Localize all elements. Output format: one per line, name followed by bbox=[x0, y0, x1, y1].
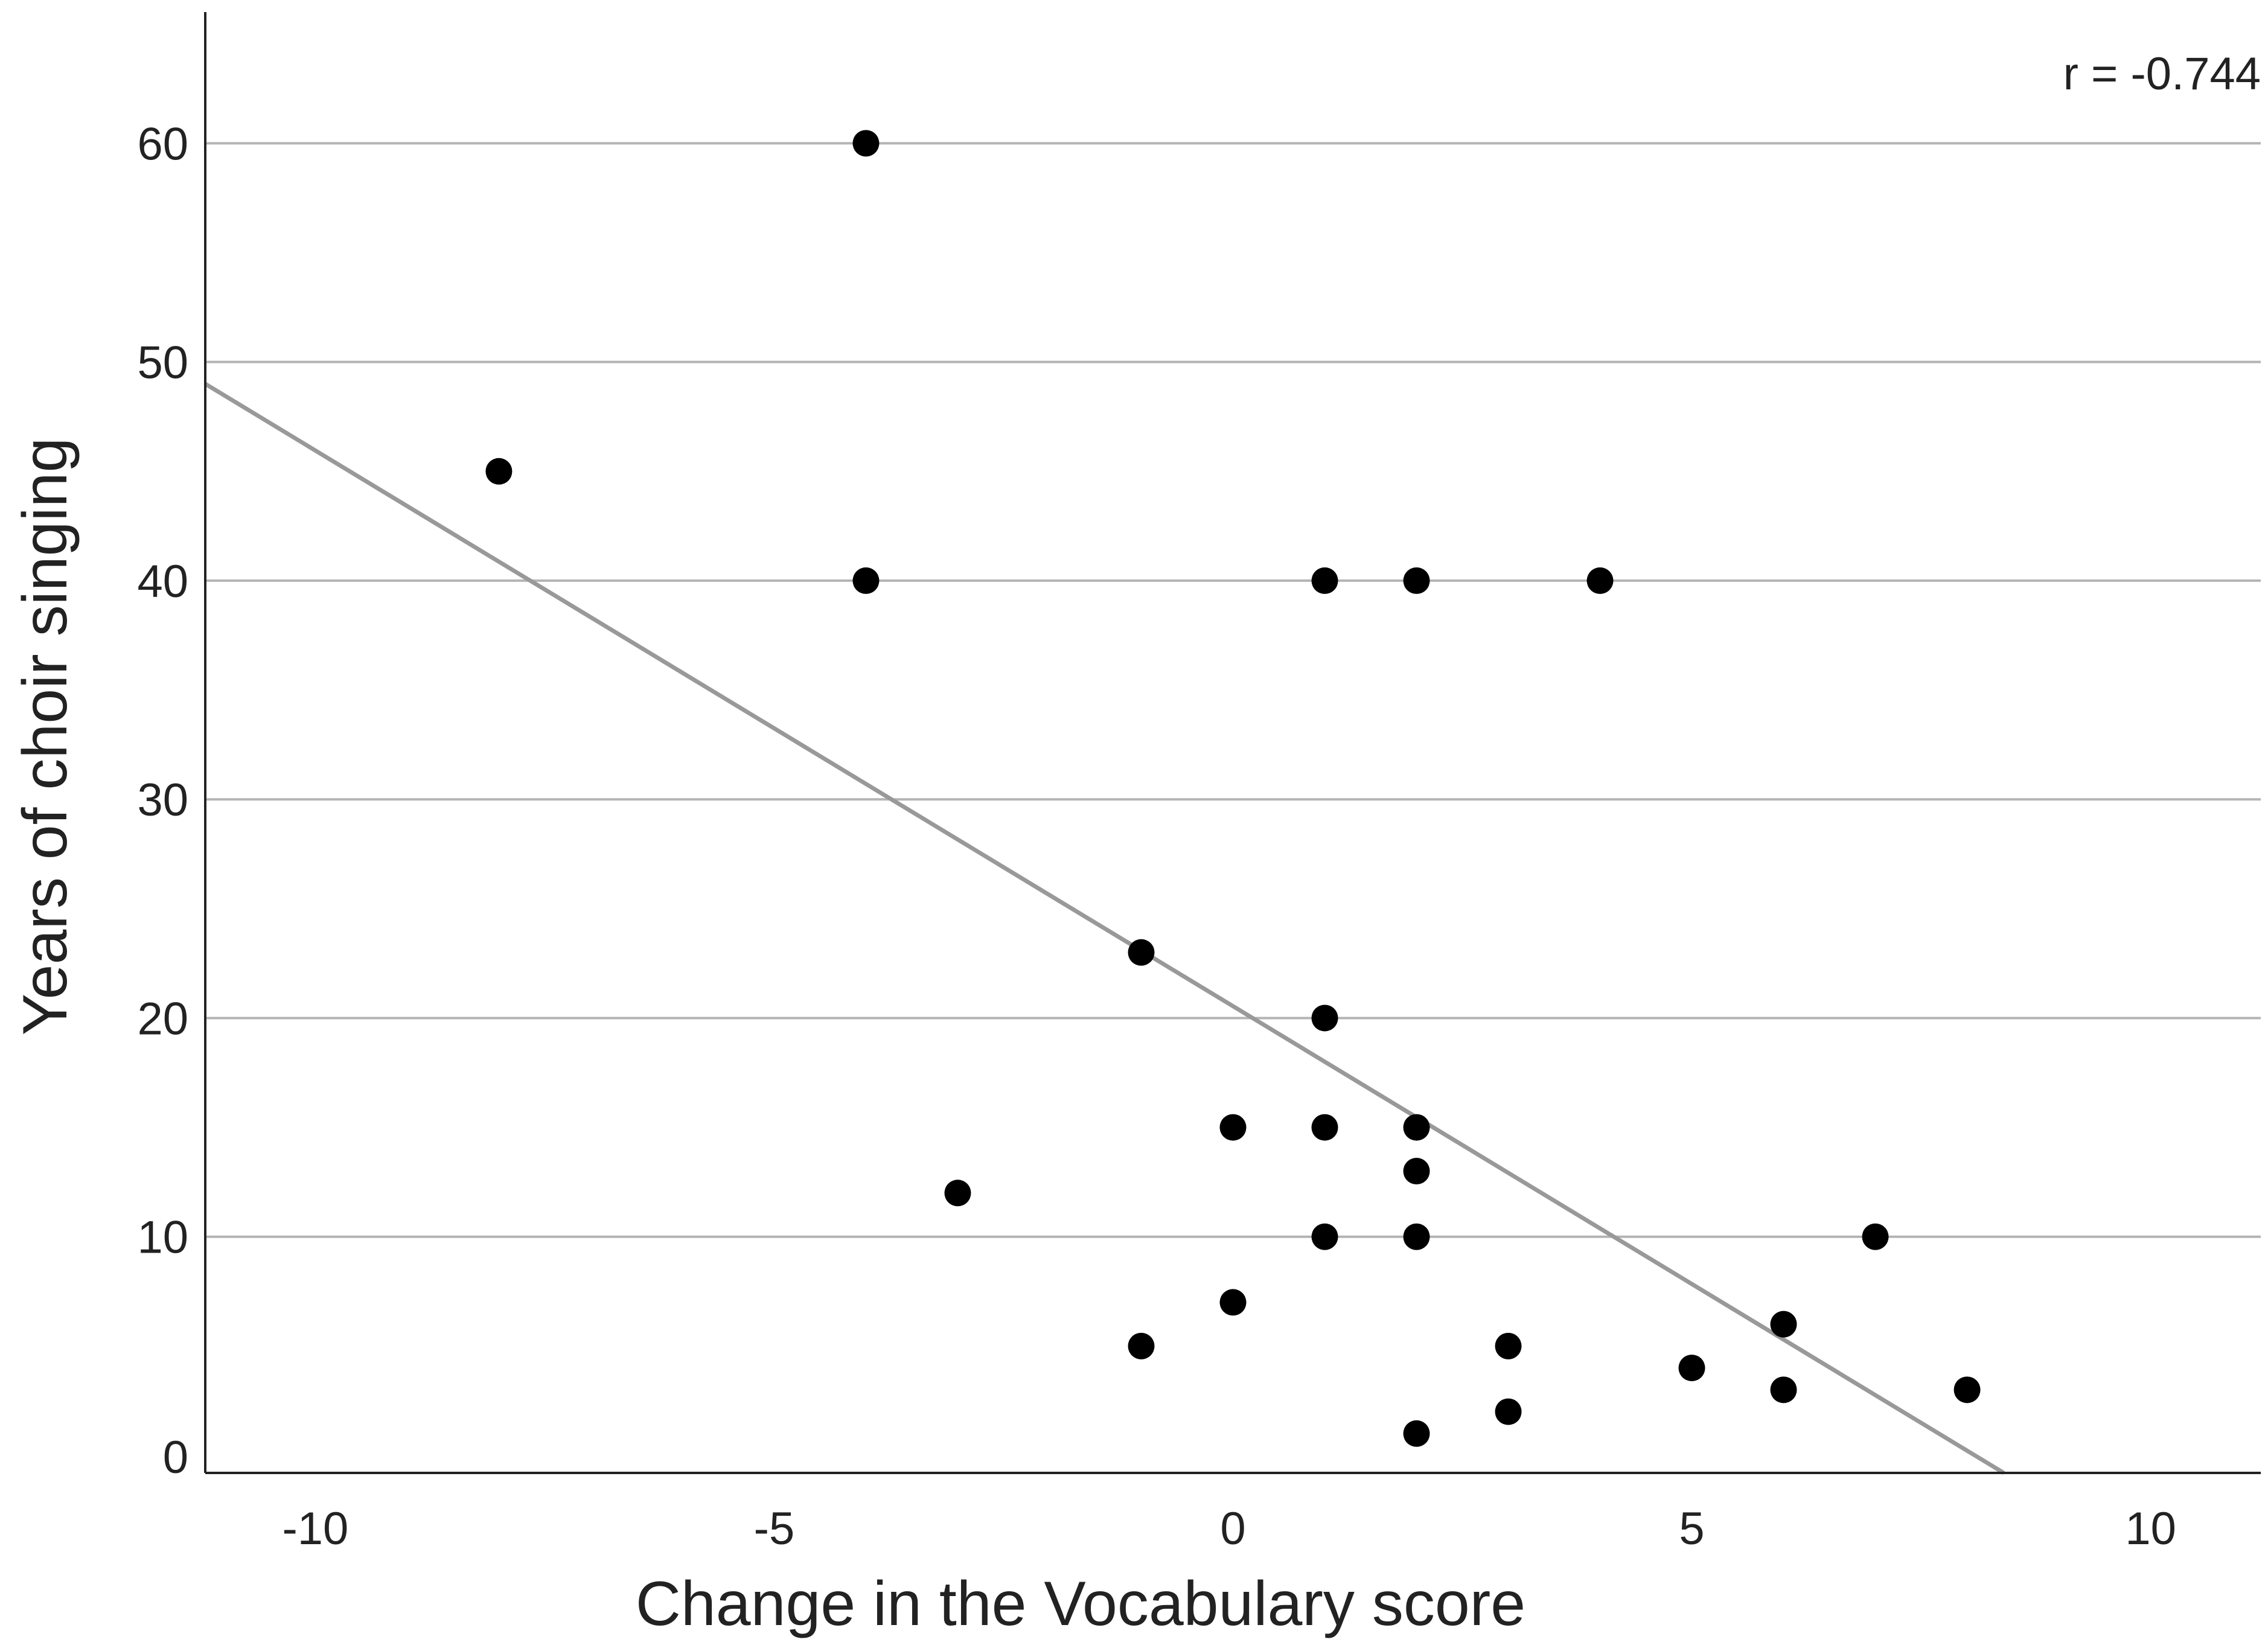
y-tick-label: 50 bbox=[137, 337, 188, 389]
data-point-23 bbox=[1953, 1376, 1981, 1404]
y-axis-title: Years of choir singing bbox=[10, 438, 80, 1036]
x-tick-label: 10 bbox=[2125, 1503, 2176, 1554]
y-tick-label: 0 bbox=[163, 1432, 188, 1483]
data-point-19 bbox=[1128, 1332, 1155, 1359]
x-tick-label: -5 bbox=[754, 1503, 795, 1554]
x-tick-label: -10 bbox=[282, 1503, 348, 1554]
x-tick-label: 0 bbox=[1220, 1503, 1245, 1554]
x-tick-labels: -10 -5 0 5 10 bbox=[282, 1503, 2176, 1554]
data-point-20 bbox=[1495, 1332, 1522, 1359]
data-point-14 bbox=[1311, 1223, 1338, 1250]
data-point-8 bbox=[1311, 1004, 1338, 1032]
data-point-3 bbox=[852, 567, 880, 594]
data-point-4 bbox=[1311, 567, 1338, 594]
data-point-6 bbox=[1586, 567, 1614, 594]
regression-line-group bbox=[204, 382, 2005, 1475]
data-point-10 bbox=[1311, 1114, 1338, 1141]
data-point-15 bbox=[1403, 1223, 1430, 1250]
data-point-13 bbox=[944, 1180, 971, 1207]
data-point-7 bbox=[1128, 939, 1155, 966]
data-point-18 bbox=[1770, 1311, 1797, 1338]
data-point-9 bbox=[1219, 1114, 1247, 1141]
y-tick-labels: 0 10 20 30 40 50 60 bbox=[137, 118, 188, 1483]
axes bbox=[204, 12, 2261, 1474]
x-tick-label: 5 bbox=[1679, 1503, 1704, 1554]
y-tick-label: 30 bbox=[137, 774, 188, 826]
data-points bbox=[485, 130, 1981, 1447]
data-point-2 bbox=[485, 458, 513, 485]
data-point-12 bbox=[1403, 1158, 1430, 1185]
y-tick-label: 20 bbox=[137, 993, 188, 1044]
correlation-annotation: r = -0.744 bbox=[2063, 48, 2261, 100]
grid-lines bbox=[205, 142, 2261, 1238]
data-point-25 bbox=[1403, 1420, 1430, 1447]
regression-line bbox=[204, 382, 2005, 1475]
data-point-16 bbox=[1862, 1223, 1889, 1250]
data-point-1 bbox=[852, 130, 880, 157]
data-point-11 bbox=[1403, 1114, 1430, 1141]
data-point-22 bbox=[1770, 1376, 1797, 1404]
x-axis-title: Change in the Vocabulary score bbox=[636, 1569, 1525, 1639]
data-point-24 bbox=[1495, 1398, 1522, 1425]
data-point-17 bbox=[1219, 1289, 1247, 1316]
data-point-21 bbox=[1678, 1355, 1705, 1382]
y-tick-label: 10 bbox=[137, 1212, 188, 1263]
y-tick-label: 40 bbox=[137, 556, 188, 607]
y-tick-label: 60 bbox=[137, 118, 188, 170]
data-point-5 bbox=[1403, 567, 1430, 594]
